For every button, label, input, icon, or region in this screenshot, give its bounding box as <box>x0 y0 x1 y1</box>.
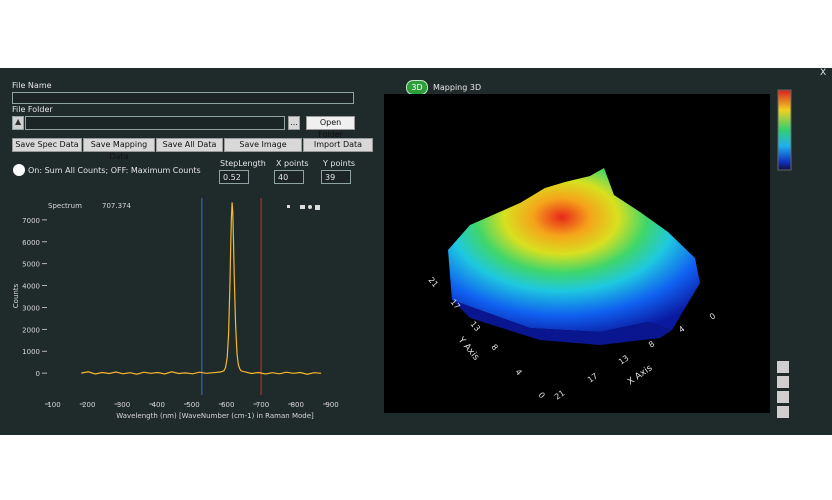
tool-icon[interactable] <box>308 205 312 209</box>
x-tick-label: 800 <box>291 401 304 409</box>
y-tick-label: 1000 <box>22 348 40 356</box>
y-tick-label: 4000 <box>22 283 40 291</box>
file-folder-label: File Folder <box>12 105 53 114</box>
x-tick-label: 300 <box>117 401 130 409</box>
tool-icon[interactable] <box>777 376 789 388</box>
tool-icon[interactable] <box>777 406 789 418</box>
side-tools <box>777 361 789 418</box>
y-tick-label: 5000 <box>22 261 40 269</box>
x-axis-tick-3d: 8 <box>647 339 656 349</box>
x-axis-label: Wavelength (nm) [WaveNumber (cm-1) in Ra… <box>116 412 314 420</box>
cursor-readout: 707.374 <box>102 202 131 210</box>
mapping-title: Mapping 3D <box>433 83 482 92</box>
x-tick-label: 700 <box>256 401 269 409</box>
x-points-input[interactable]: 40 <box>274 170 304 184</box>
open-folder-button[interactable]: Open Folder <box>306 116 355 139</box>
mode-label: On: Sum All Counts; OFF: Maximum Counts <box>28 166 201 175</box>
x-axis-tick-3d: 0 <box>708 311 717 321</box>
action-button[interactable]: Save Spec Data <box>12 138 82 152</box>
action-button[interactable]: Save All Data <box>156 138 223 152</box>
x-points-label: X points <box>276 159 309 168</box>
surface-3d <box>448 168 700 332</box>
step-length-input[interactable]: 0.52 <box>219 170 249 184</box>
x-tick-label: 200 <box>82 401 95 409</box>
tool-icon[interactable] <box>315 205 320 210</box>
action-button[interactable]: Save Mapping Data <box>83 138 155 161</box>
y-axis-tick-3d: 0 <box>536 391 546 401</box>
tool-icon[interactable] <box>287 205 290 208</box>
spectrum-line <box>81 202 322 375</box>
y-points-input[interactable]: 39 <box>321 170 351 184</box>
tool-icon[interactable] <box>777 391 789 403</box>
file-folder-input[interactable] <box>25 116 285 130</box>
x-tick-label: 400 <box>152 401 165 409</box>
y-tick-label: 7000 <box>22 217 40 225</box>
x-tick-label: 500 <box>186 401 199 409</box>
tool-icon[interactable] <box>300 205 305 209</box>
surface-base <box>452 300 672 345</box>
file-name-label: File Name <box>12 81 52 90</box>
y-points-label: Y points <box>323 159 355 168</box>
action-button[interactable]: Import Data <box>303 138 373 152</box>
browse-button[interactable]: ... <box>288 116 300 130</box>
folder-icon[interactable]: ▲ <box>12 116 24 130</box>
close-button[interactable]: X <box>820 68 827 78</box>
chart-title: Spectrum <box>48 202 82 210</box>
y-tick-label: 2000 <box>22 326 40 334</box>
plot-tools <box>287 205 320 210</box>
y-axis-tick-3d: 4 <box>513 368 523 378</box>
x-tick-label: 100 <box>47 401 60 409</box>
mode-toggle[interactable] <box>13 164 25 176</box>
y-axis-tick-3d: 8 <box>489 343 499 353</box>
y-tick-label: 0 <box>36 370 40 378</box>
x-tick-label: 600 <box>221 401 234 409</box>
y-tick-label: 3000 <box>22 304 40 312</box>
x-tick-label: 900 <box>325 401 338 409</box>
y-axis-label: Counts <box>12 283 20 308</box>
x-axis-tick-3d: 4 <box>677 324 686 334</box>
color-bar <box>777 89 792 171</box>
y-tick-label: 6000 <box>22 239 40 247</box>
file-name-input[interactable] <box>12 92 354 104</box>
action-button[interactable]: Save Image <box>224 138 302 152</box>
tool-icon[interactable] <box>777 361 789 373</box>
step-length-label: StepLength <box>220 159 266 168</box>
